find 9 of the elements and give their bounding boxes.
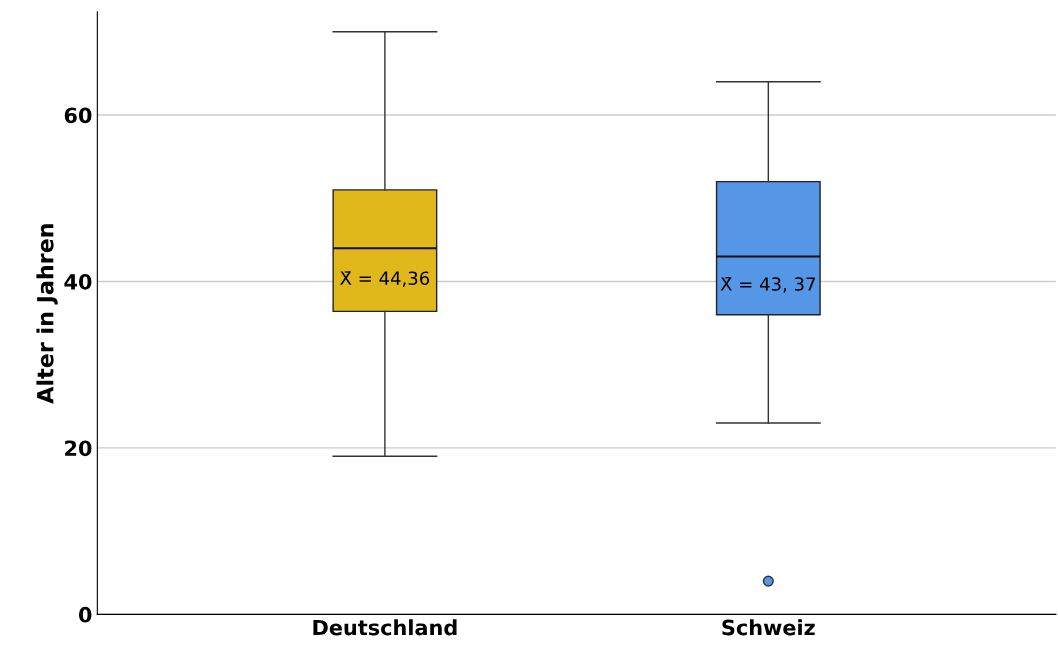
annotation: X̄ = 44,36 <box>340 271 430 287</box>
y-tick-label: 40 <box>64 273 92 290</box>
y-tick-label: 60 <box>64 107 92 124</box>
y-tick-label: 0 <box>78 606 92 623</box>
y-axis-title: Alter in Jahren <box>36 224 58 404</box>
annotation: X̄ = 43, 37 <box>720 277 815 293</box>
x-tick-label: Deutschland <box>313 619 457 636</box>
x-tick-label: Schweiz <box>722 619 815 636</box>
y-tick-label: 20 <box>65 440 92 457</box>
